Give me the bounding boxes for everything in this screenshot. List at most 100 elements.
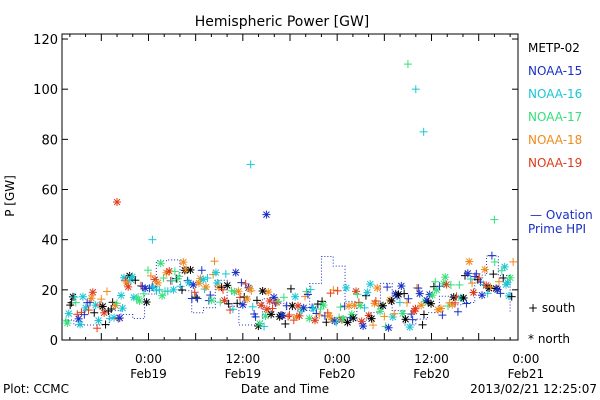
south-data-point (455, 280, 464, 289)
plot-area: 0204060801001200:00Feb1912:00Feb190:00Fe… (33, 33, 544, 381)
south-data-point (175, 272, 184, 281)
north-data-point (230, 287, 239, 296)
y-tick-label: 120 (33, 33, 58, 48)
south-data-point (286, 284, 295, 293)
south-data-point (496, 289, 505, 298)
south-data-point (303, 290, 312, 299)
north-data-point (262, 305, 271, 314)
north-data-point (357, 317, 366, 326)
north-data-point (207, 296, 216, 305)
north-data-point (269, 293, 278, 302)
x-tick-date-label: Feb20 (413, 367, 450, 381)
north-data-point (319, 301, 328, 310)
south-data-point (177, 285, 186, 294)
south-data-point (487, 251, 496, 260)
north-data-point (194, 279, 203, 288)
north-data-point (258, 287, 267, 296)
x-tick-time-label: 12:00 (414, 352, 449, 366)
south-data-point (438, 311, 447, 320)
south-data-point (418, 320, 427, 329)
north-data-point (506, 273, 515, 282)
north-data-point (98, 302, 107, 311)
south-data-point (210, 257, 219, 266)
north-data-point (503, 278, 512, 287)
north-data-point (373, 284, 382, 293)
north-data-point (231, 268, 240, 277)
north-data-point (245, 284, 254, 293)
south-data-point (139, 289, 148, 298)
north-data-point (78, 292, 87, 301)
south-data-point (383, 283, 392, 292)
y-tick-label: 40 (41, 234, 58, 249)
north-data-point (388, 313, 397, 322)
y-axis-label: P [GW] (3, 175, 17, 217)
south-marker-label: + south (528, 301, 575, 315)
south-data-point (431, 277, 440, 286)
south-data-point (80, 310, 89, 319)
south-data-point (306, 285, 315, 294)
north-data-point (311, 316, 320, 325)
south-data-point (489, 270, 498, 279)
north-data-point (342, 283, 351, 292)
south-data-point (70, 293, 79, 302)
south-data-point (260, 322, 269, 331)
south-data-point (101, 320, 110, 329)
ovation-label-line2: Prime HPI (528, 222, 586, 236)
south-data-point (176, 282, 185, 291)
north-data-point (220, 296, 229, 305)
south-data-point (390, 309, 399, 318)
south-data-point (146, 271, 155, 280)
south-data-point (446, 280, 455, 289)
south-data-point (490, 257, 499, 266)
south-data-point (197, 266, 206, 275)
south-data-point (192, 293, 201, 302)
north-data-point (352, 287, 361, 296)
y-tick-label: 60 (41, 184, 58, 199)
north-data-point (502, 280, 511, 289)
north-data-point (299, 303, 308, 312)
south-data-point (499, 273, 508, 282)
south-data-point (333, 286, 342, 295)
north-data-point (179, 258, 188, 267)
north-data-point (76, 320, 85, 329)
south-data-point (268, 304, 277, 313)
x-tick-date-label: Feb19 (225, 367, 262, 381)
north-data-point (463, 269, 472, 278)
north-data-point (64, 309, 73, 318)
south-data-point (228, 305, 237, 314)
south-data-point (400, 289, 409, 298)
north-data-point (118, 304, 127, 313)
south-data-point (329, 286, 338, 295)
south-data-point (163, 287, 172, 296)
legend-entry: NOAA-19 (528, 156, 582, 170)
north-data-point (480, 265, 489, 274)
south-data-point (90, 308, 99, 317)
north-data-point (213, 278, 222, 287)
north-data-point (394, 290, 403, 299)
south-data-point (408, 315, 417, 324)
north-data-point (257, 301, 266, 310)
north-data-point (305, 314, 314, 323)
south-data-point (483, 289, 492, 298)
south-data-point (284, 312, 293, 321)
south-data-point (509, 257, 518, 266)
south-data-point (237, 278, 246, 287)
south-data-point (462, 299, 471, 308)
south-data-point (313, 300, 322, 309)
north-data-point (255, 319, 264, 328)
south-data-point (281, 319, 290, 328)
south-data-point (144, 266, 153, 275)
south-data-point (411, 85, 420, 94)
y-tick-label: 80 (41, 133, 58, 148)
north-data-point (158, 291, 167, 300)
north-data-point (63, 319, 72, 328)
north-data-point (199, 275, 208, 284)
north-data-point (169, 285, 178, 294)
south-data-point (206, 291, 215, 300)
north-data-point (397, 282, 406, 291)
south-data-point (221, 269, 230, 278)
south-data-point (246, 160, 255, 169)
south-data-point (453, 307, 462, 316)
north-data-point (264, 287, 273, 296)
